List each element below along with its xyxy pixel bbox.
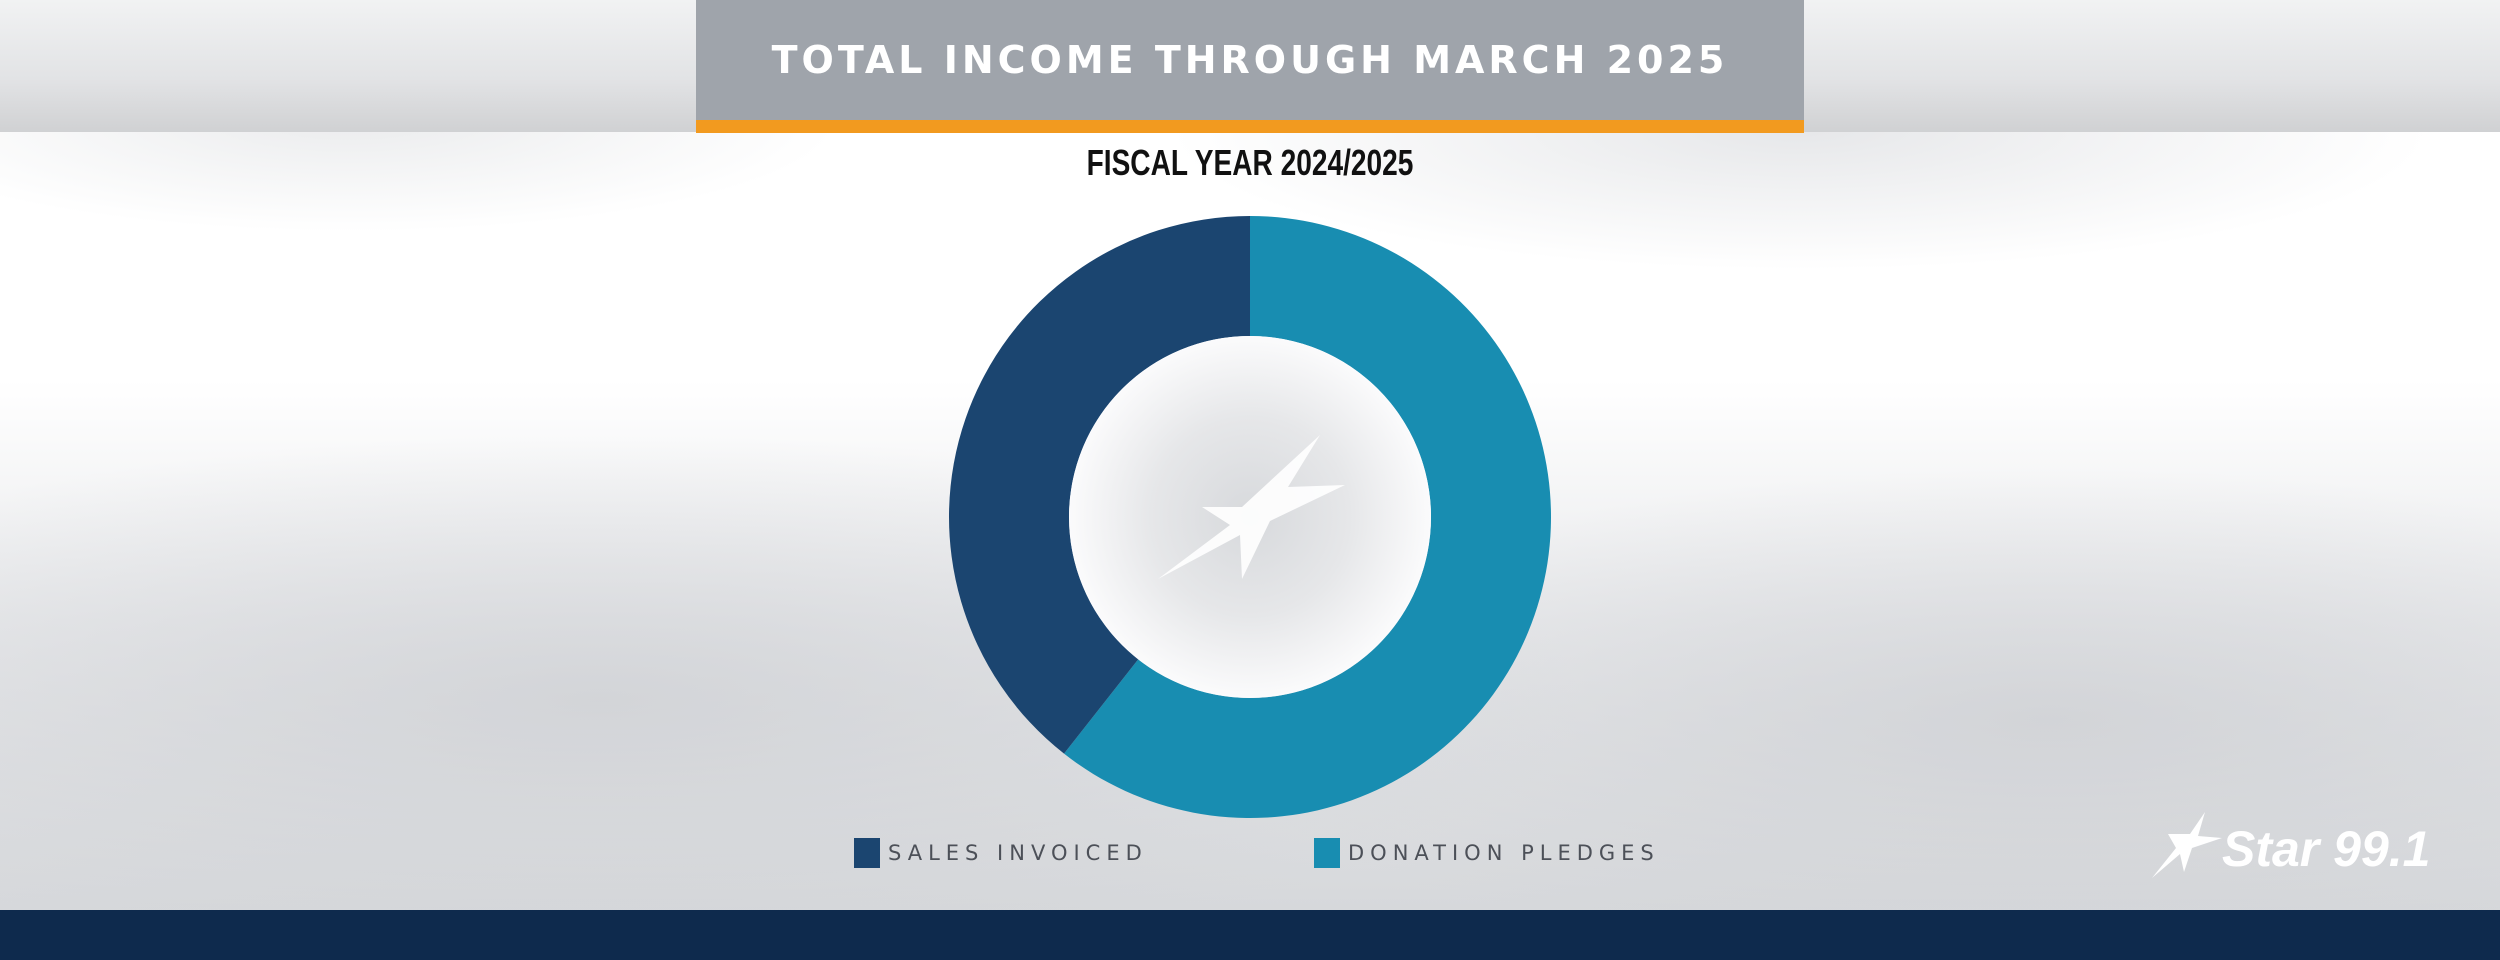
legend-label: DONATION PLEDGES bbox=[1348, 841, 1660, 865]
donut-chart bbox=[948, 216, 1551, 818]
title-banner: TOTAL INCOME THROUGH MARCH 2025 bbox=[696, 0, 1804, 133]
legend-label: SALES INVOICED bbox=[888, 841, 1148, 865]
legend-item-donation-pledges: DONATION PLEDGES bbox=[1314, 838, 1660, 868]
donut-slice-donation-pledges bbox=[1064, 216, 1551, 818]
star-swoosh-icon bbox=[1158, 435, 1345, 579]
footer-bar bbox=[0, 910, 2500, 960]
page-title: TOTAL INCOME THROUGH MARCH 2025 bbox=[771, 38, 1729, 82]
chart-subtitle: FISCAL YEAR 2024/2025 bbox=[1086, 142, 1414, 183]
legend-swatch-donation-pledges bbox=[1314, 838, 1340, 868]
legend-item-sales-invoiced: SALES INVOICED bbox=[854, 838, 1148, 868]
logo-text: Star 99.1 bbox=[2222, 821, 2430, 877]
brand-logo: Star 99.1 bbox=[2152, 812, 2430, 878]
donut-slice-sales-invoiced bbox=[948, 216, 1250, 754]
legend-swatch-sales-invoiced bbox=[854, 838, 880, 868]
star-swoosh-icon bbox=[2152, 812, 2222, 878]
